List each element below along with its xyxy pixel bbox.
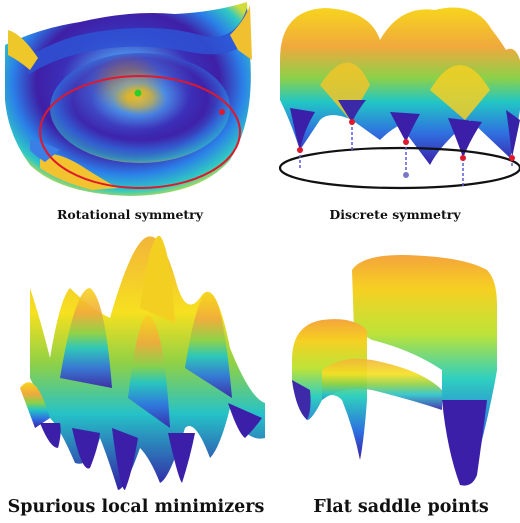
saddle-point-marker [134, 89, 142, 97]
symmetry-ellipse [278, 146, 520, 190]
discrete-symmetry-plot [270, 0, 520, 200]
rotational-symmetry-plot [0, 0, 258, 200]
minimizer-circle [39, 75, 241, 189]
flat-saddle-points-plot [282, 250, 520, 490]
caption-spurious-local-minimizers: Spurious local minimizers [7, 497, 265, 517]
caption-flat-saddle-points: Flat saddle points [313, 497, 489, 517]
caption-discrete-symmetry: Discrete symmetry [329, 207, 461, 222]
caption-rotational-symmetry: Rotational symmetry [56, 207, 204, 222]
spurious-minimizers-plot [0, 228, 270, 490]
